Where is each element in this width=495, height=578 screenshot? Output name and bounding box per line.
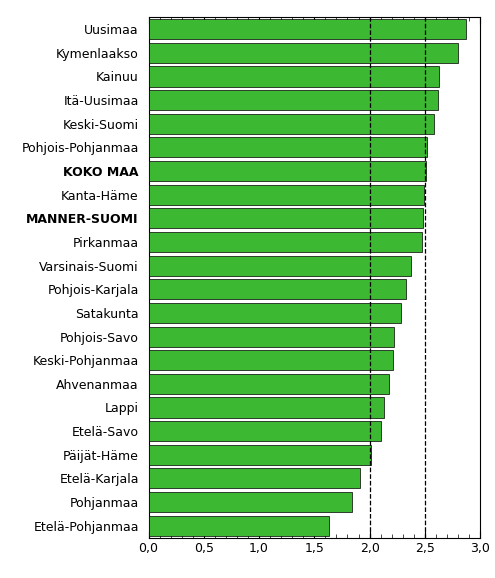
Bar bbox=[148, 232, 422, 252]
Bar bbox=[148, 255, 410, 276]
Bar bbox=[148, 43, 458, 63]
Bar bbox=[148, 279, 406, 299]
Bar bbox=[148, 303, 400, 323]
Bar bbox=[148, 138, 427, 157]
Bar bbox=[148, 208, 423, 228]
Bar bbox=[148, 468, 360, 488]
Bar bbox=[148, 161, 426, 181]
Bar bbox=[148, 374, 390, 394]
Bar bbox=[148, 516, 329, 536]
Bar bbox=[148, 66, 439, 87]
Bar bbox=[148, 492, 352, 512]
Bar bbox=[148, 19, 466, 39]
Bar bbox=[148, 421, 381, 441]
Bar bbox=[148, 350, 393, 370]
Bar bbox=[148, 398, 384, 417]
Bar bbox=[148, 90, 438, 110]
Bar bbox=[148, 444, 371, 465]
Bar bbox=[148, 114, 434, 134]
Bar bbox=[148, 184, 424, 205]
Bar bbox=[148, 327, 394, 347]
